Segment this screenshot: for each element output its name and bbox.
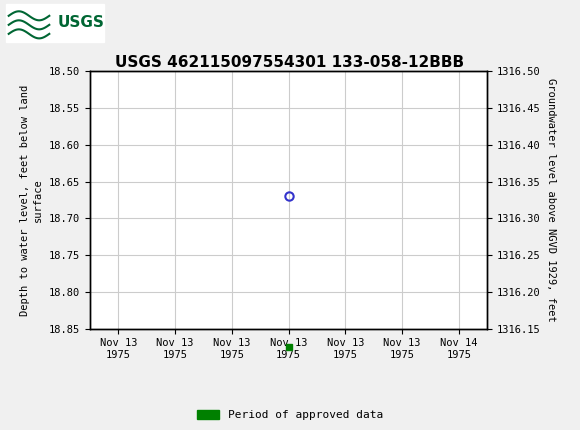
Y-axis label: Groundwater level above NGVD 1929, feet: Groundwater level above NGVD 1929, feet [546, 78, 556, 322]
Bar [6, 3, 104, 42]
Y-axis label: Depth to water level, feet below land
surface: Depth to water level, feet below land su… [20, 84, 44, 316]
Legend: Period of approved data: Period of approved data [197, 410, 383, 420]
Text: USGS 462115097554301 133-058-12BBB: USGS 462115097554301 133-058-12BBB [115, 55, 465, 70]
Text: USGS: USGS [58, 15, 105, 30]
